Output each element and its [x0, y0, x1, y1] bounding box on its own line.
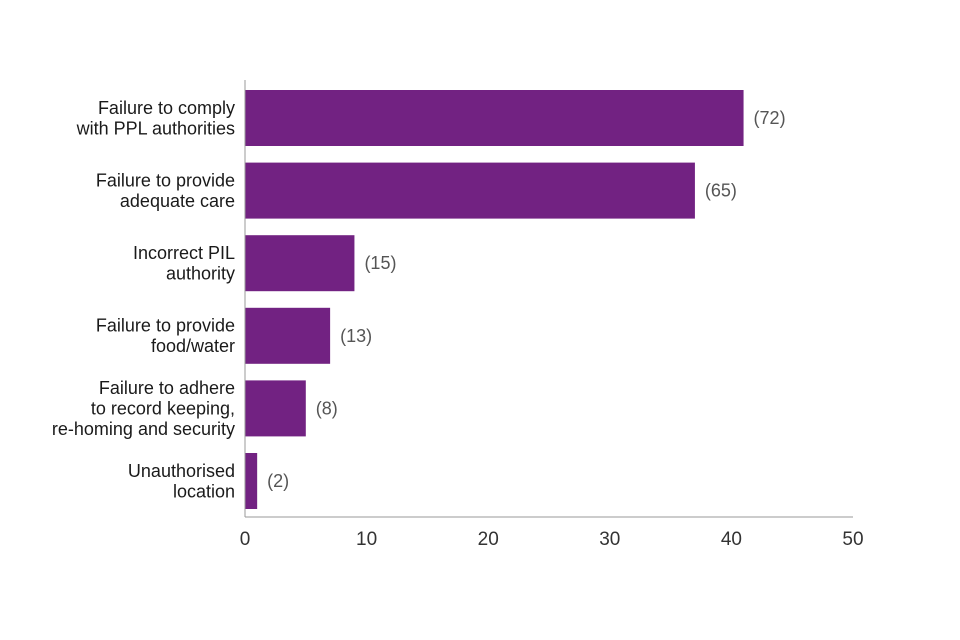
value-labels-group: (72) (65) (15) (13) (8) (2) [267, 108, 785, 491]
bar-failure-to-adhere [245, 380, 306, 437]
category-label-failure-to-adhere: Failure to adhere to record keeping, re-ho… [52, 378, 235, 439]
category-label-incorrect-pil: Incorrect PIL authority [133, 243, 235, 284]
value-label-failure-to-adhere: (8) [316, 398, 338, 418]
x-tick-label-40: 40 [721, 529, 742, 550]
category-label-failure-to-provide: Failure to provide adequate care [96, 170, 235, 211]
bar-incorrect-pil [245, 235, 355, 292]
value-label-unauthorised: (2) [267, 471, 289, 491]
value-label-incorrect-pil: (15) [364, 253, 396, 273]
x-tick-label-50: 50 [842, 529, 863, 550]
category-label-line: Failure to provide [96, 170, 235, 190]
category-label-line: re-homing and security [52, 419, 235, 439]
bar-failure-to-provide [245, 162, 695, 219]
category-label-line: with PPL authorities [76, 118, 235, 138]
category-label-line: food/water [151, 336, 235, 356]
category-label-line: location [173, 481, 235, 501]
bar-failure-to-comply [245, 90, 744, 146]
x-ticks-group: 0 10 20 30 40 50 [240, 529, 864, 550]
category-label-unauthorised: Unauthorised location [128, 461, 235, 502]
category-label-failure-to-comply: Failure to comply with PPL authorities [76, 98, 235, 139]
x-tick-label-30: 30 [599, 529, 620, 550]
category-label-line: authority [166, 263, 235, 283]
bar-failure-to-provide [245, 307, 331, 364]
value-label-failure-to-provide: (65) [705, 181, 737, 201]
value-label-failure-to-comply: (72) [754, 108, 786, 128]
category-label-line: Failure to provide [96, 316, 235, 336]
x-tick-label-20: 20 [478, 529, 499, 550]
category-label-failure-to-provide: Failure to provide food/water [96, 316, 235, 357]
bar-unauthorised [245, 453, 258, 509]
category-label-line: to record keeping, [91, 398, 235, 418]
bars-group [245, 90, 744, 509]
category-label-line: Incorrect PIL [133, 243, 235, 263]
x-tick-label-10: 10 [356, 529, 377, 550]
category-labels-group: Failure to comply with PPL authoritiesFai… [52, 98, 235, 502]
category-label-line: adequate care [120, 191, 235, 211]
category-label-line: Failure to comply [98, 98, 235, 118]
category-label-line: Unauthorised [128, 461, 235, 481]
category-label-line: Failure to adhere [99, 378, 235, 398]
value-label-failure-to-provide: (13) [340, 326, 372, 346]
x-tick-label-0: 0 [240, 529, 251, 550]
